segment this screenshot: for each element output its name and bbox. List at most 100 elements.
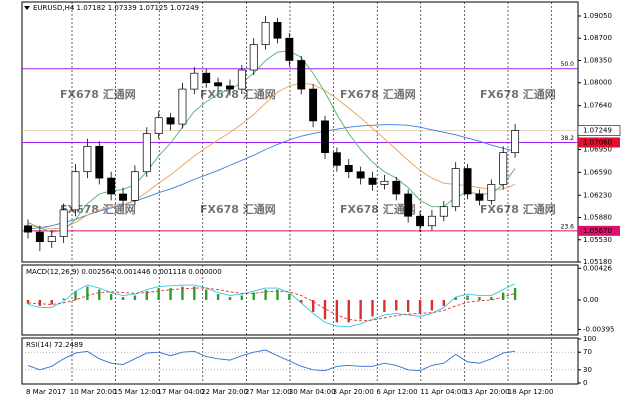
main-pane — [21, 1, 579, 263]
histogram-bar — [145, 291, 148, 300]
x-tick-label: 10 Mar 20:00 — [70, 388, 117, 396]
x-tick-label: 15 Mar 12:00 — [114, 388, 161, 396]
candle-body — [297, 60, 306, 90]
histogram-bar — [205, 289, 208, 300]
watermark: FX678 汇通网 — [60, 203, 136, 216]
histogram-bar — [502, 292, 505, 300]
candle-body — [285, 37, 294, 61]
histogram-bar — [359, 300, 362, 320]
watermark: FX678 汇通网 — [480, 203, 556, 216]
candle-body — [190, 72, 199, 90]
histogram-bar — [430, 300, 434, 311]
candle-body — [154, 117, 163, 134]
x-tick-label: 8 Mar 2017 — [26, 388, 66, 396]
chart-title: RSI(14) 72.2489 — [26, 341, 83, 349]
histogram-bar — [228, 297, 232, 300]
y-tick-label: 1.09050 — [583, 12, 612, 20]
histogram-bar — [157, 288, 160, 300]
candle-body — [344, 165, 353, 173]
histogram-bar — [395, 300, 398, 311]
y-tick-label: 1.08000 — [583, 79, 612, 87]
histogram-bar — [442, 300, 445, 306]
candle-body — [35, 231, 44, 243]
y-tick-label: 0.00426 — [583, 264, 612, 272]
histogram-bar — [264, 289, 267, 300]
x-tick-label: 3 Apr 20:00 — [333, 388, 374, 396]
x-tick-label: 13 Apr 20:00 — [464, 388, 510, 396]
histogram-bar — [335, 300, 339, 323]
histogram-bar — [109, 294, 113, 300]
histogram-bar — [133, 295, 137, 300]
candle-body — [47, 236, 56, 243]
indicator-line — [27, 287, 516, 322]
histogram-bar — [418, 300, 422, 314]
histogram-bar — [406, 300, 410, 312]
histogram-bar — [216, 294, 220, 300]
histogram-bar — [193, 286, 196, 300]
y-tick-label: 1.08350 — [583, 56, 612, 64]
y-tick-label: 1.05530 — [583, 236, 612, 244]
y-tick-label: 1.06230 — [583, 191, 612, 199]
candle-body — [487, 184, 496, 201]
histogram-bar — [169, 288, 172, 300]
candle-body — [261, 21, 270, 45]
candle-body — [463, 168, 472, 195]
histogram-bar — [513, 288, 517, 300]
histogram-bar — [74, 291, 77, 300]
y-tick-label: 1.05880 — [583, 214, 612, 222]
candle-body — [404, 193, 413, 217]
candle-body — [237, 69, 246, 90]
level-label: 50.0 — [561, 61, 575, 68]
candle-body — [24, 225, 32, 233]
histogram-bar — [121, 297, 125, 300]
candle-body — [273, 21, 282, 39]
candle-body — [178, 88, 187, 125]
candle-body — [499, 152, 508, 185]
indicator-line — [27, 82, 516, 230]
candle-body — [142, 133, 151, 173]
histogram-bar — [26, 300, 30, 304]
watermark: FX678 汇通网 — [340, 88, 416, 101]
watermark: FX678 汇通网 — [60, 88, 136, 101]
x-tick-label: 6 Apr 12:00 — [376, 388, 417, 396]
histogram-bar — [181, 286, 184, 300]
y-tick-label: 1.05180 — [583, 258, 612, 266]
candle-body — [356, 171, 365, 179]
candle-body — [380, 180, 389, 185]
price-box — [578, 137, 620, 148]
histogram-bar — [62, 298, 65, 300]
histogram-bar — [50, 300, 53, 305]
histogram-bar — [466, 295, 469, 300]
watermark: FX678 汇通网 — [200, 88, 276, 101]
candle-body — [107, 177, 116, 195]
candle-body — [202, 72, 211, 84]
histogram-bar — [288, 294, 291, 300]
candle-body — [83, 145, 92, 173]
candle-body — [166, 117, 175, 125]
candle-body — [451, 168, 460, 208]
histogram-bar — [323, 300, 327, 320]
histogram-bar — [311, 300, 315, 312]
candle-body — [309, 88, 318, 122]
y-tick-label: 1.06590 — [583, 168, 612, 176]
histogram-bar — [454, 297, 457, 300]
histogram-bar — [347, 300, 350, 323]
indicator-line — [27, 349, 516, 372]
candle-body — [416, 215, 424, 227]
price-box-label: 1.05670 — [583, 227, 612, 235]
candle-body — [119, 193, 127, 201]
histogram-bar — [383, 300, 386, 312]
y-tick-label: 0 — [583, 379, 587, 387]
candle-body — [439, 206, 448, 217]
candle-body — [475, 193, 484, 201]
last-price-label: 1.07249 — [583, 126, 612, 134]
histogram-bar — [252, 292, 255, 300]
indicator-line — [27, 124, 516, 230]
x-tick-label: 11 Apr 04:00 — [420, 388, 466, 396]
x-tick-label: 17 Mar 04:00 — [157, 388, 204, 396]
candle-body — [130, 171, 139, 201]
candle-body — [214, 82, 223, 87]
level-label: 38.2 — [561, 135, 575, 142]
histogram-bar — [371, 300, 374, 317]
